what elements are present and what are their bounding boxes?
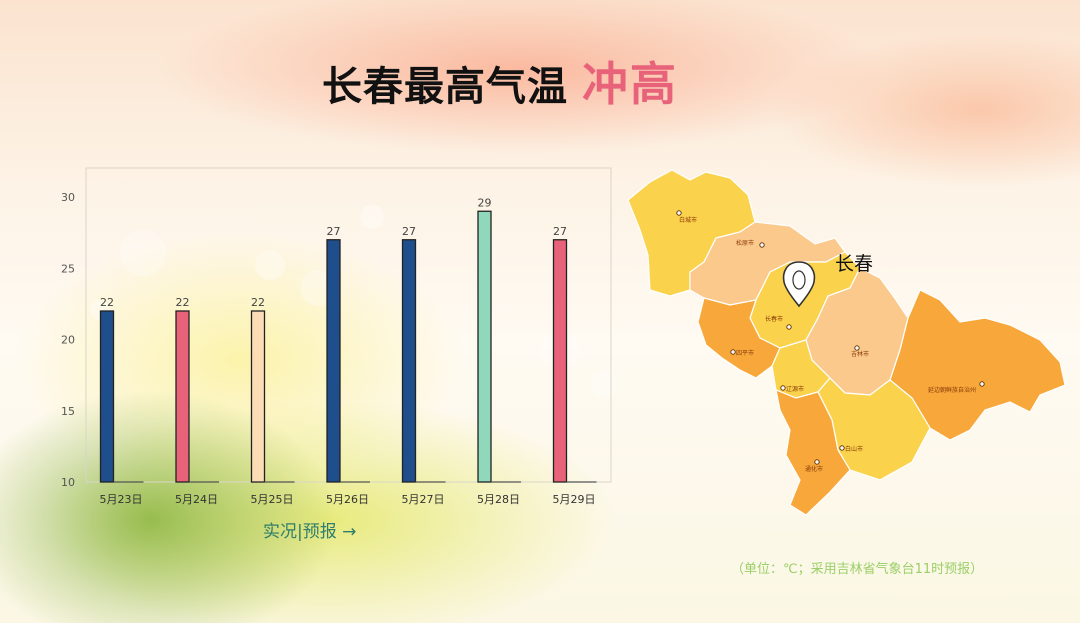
bar [250,310,266,483]
bar [552,239,568,483]
city-label: 延边朝鲜族自治州 [928,386,976,394]
bokeh-dot [120,230,166,276]
x-tick-label: 5月23日 [100,493,143,506]
x-tick-label: 5月24日 [175,493,218,506]
x-tick-label: 5月27日 [402,493,445,506]
data-label: 27 [553,225,567,238]
city-dot [730,349,736,355]
bar [326,239,341,483]
changchun-label: 长春 [835,253,873,275]
data-label: 22 [251,296,265,309]
x-tick-label: 5月26日 [326,493,369,506]
x-axis: 5月23日 5月24日 5月25日 5月26日 5月27日 5月28日 5月29日 [100,493,596,506]
x-tick-label: 5月25日 [251,493,294,506]
city-dot [854,345,860,351]
city-dot [780,385,786,391]
city-label: 松原市 [736,239,754,247]
city-dot [786,324,792,330]
x-tick-label: 5月29日 [553,493,596,506]
city-label: 白城市 [679,216,697,224]
y-tick-label: 15 [61,405,75,418]
y-tick-label: 30 [61,191,75,204]
location-pin-icon [782,261,816,308]
data-label: 27 [327,225,341,238]
bokeh-dot [255,250,285,280]
city-dot [759,242,765,248]
city-label: 通化市 [805,465,823,473]
city-dot [814,459,820,465]
bar [99,310,115,483]
data-label: 22 [100,296,114,309]
bar [477,210,492,483]
unit-note: （单位：℃；采用吉林省气象台11时预报） [731,562,984,577]
city-label: 长春市 [765,315,783,323]
bars: 22 22 22 27 27 29 27 [99,196,597,483]
y-axis: 10 15 20 25 30 [61,191,75,489]
city-label: 辽源市 [786,385,804,393]
city-label: 四平市 [736,349,754,357]
y-tick-label: 10 [61,476,75,489]
data-label: 27 [402,225,416,238]
title-main: 长春最高气温 [322,64,568,110]
page-title: 长春最高气温 冲高 [322,48,678,111]
city-dot [676,210,682,216]
bar [175,310,190,483]
data-label: 29 [478,196,492,209]
bar-chart: 10 15 20 25 30 22 22 22 27 27 29 27 5月23日 5月24日 5月25… [61,167,612,506]
bokeh-dot [360,205,384,229]
city-dot [979,381,985,387]
region-tonghua [775,389,851,516]
bar [401,239,417,483]
data-label: 22 [176,296,190,309]
observation-forecast-toggle[interactable]: 实况|预报 → [263,522,357,542]
city-label: 吉林市 [851,350,869,358]
city-label: 白山市 [845,445,863,453]
y-tick-label: 25 [61,262,75,275]
x-tick-label: 5月28日 [477,493,520,506]
y-tick-label: 20 [61,334,75,347]
title-accent: 冲高 [582,57,678,111]
bokeh-dot [590,370,618,398]
city-dot [839,445,845,451]
